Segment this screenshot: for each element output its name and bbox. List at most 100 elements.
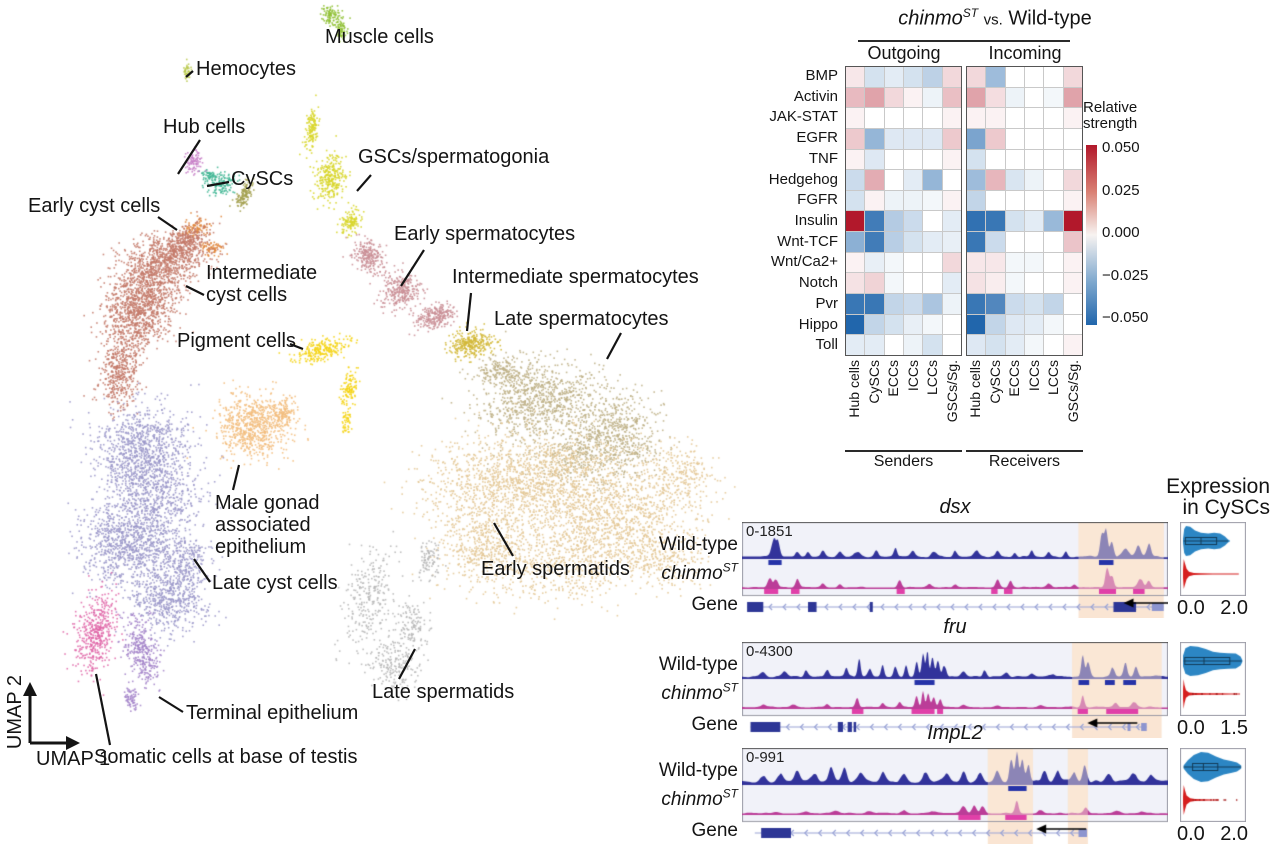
- heatmap-cell: [865, 87, 884, 108]
- heatmap-cell: [1005, 149, 1024, 170]
- heatmap-cell: [884, 252, 903, 273]
- heatmap-cell: [986, 211, 1005, 232]
- heatmap-cell: [942, 67, 961, 87]
- expression-violin-canvas: [1180, 522, 1246, 596]
- heatmap-cell: [1044, 108, 1063, 128]
- track-range-label: 0-991: [746, 749, 785, 766]
- heatmap-cell: [1044, 149, 1063, 170]
- heatmap-cell: [1044, 67, 1063, 87]
- cluster-label-line: Pigment cells: [177, 330, 296, 352]
- heatmap-cell: [967, 190, 986, 211]
- heatmap-row-label: FGFR: [797, 191, 838, 209]
- heatmap-cell: [1005, 294, 1024, 314]
- heatmap-row-label: JAK-STAT: [769, 108, 838, 126]
- heatmap-cell: [986, 108, 1005, 128]
- heatmap-cell: [904, 170, 923, 190]
- gene-track-block-dsx: dsx Wild-type chinmoST Gene 0-1851 0.0 2.0: [640, 494, 1271, 619]
- heatmap-cell: [1025, 211, 1044, 232]
- track-label-wildtype: Wild-type: [658, 534, 738, 555]
- heatmap-panel-outgoing: [845, 66, 962, 356]
- heatmap-panel-incoming: [966, 66, 1083, 356]
- heatmap-cell: [967, 232, 986, 252]
- heatmap-cell: [846, 232, 865, 252]
- heatmap-cell: [1044, 211, 1063, 232]
- track-label-chinmo: chinmoST: [640, 561, 738, 584]
- heatmap-cell: [846, 108, 865, 128]
- heatmap-cell: [865, 294, 884, 314]
- senders-underline: [845, 450, 962, 452]
- cluster-label-line: Male gonad: [215, 492, 320, 514]
- heatmap-cell: [1005, 252, 1024, 273]
- heatmap-col-label: GSCs/Sg.: [943, 360, 960, 423]
- heatmap-cell: [942, 190, 961, 211]
- heatmap-cell: [967, 170, 986, 190]
- heatmap-cell: [904, 108, 923, 128]
- cluster-label-late-cyst-cells: Late cyst cells: [212, 572, 338, 594]
- heatmap-cell: [1005, 273, 1024, 294]
- heatmap-cell: [1063, 87, 1082, 108]
- heatmap-row-labels: BMP Activin JAK-STAT EGFR TNF Hedgehog FGFR Ins…: [745, 66, 842, 356]
- heatmap-row-label: EGFR: [796, 129, 838, 147]
- heatmap-col-label: ECCs: [1006, 360, 1022, 397]
- heatmap-cell: [967, 294, 986, 314]
- cluster-label-pigment-cells: Pigment cells: [177, 330, 296, 352]
- colorbar-label: Relative strength: [1083, 99, 1138, 132]
- heatmap-cell: [942, 149, 961, 170]
- heatmap-cell: [923, 149, 942, 170]
- heatmap-cell: [1025, 149, 1044, 170]
- heatmap-cell: [1063, 190, 1082, 211]
- heatmap-cell: [923, 211, 942, 232]
- heatmap-col-labels-receivers: Hub cells CySCs ECCs ICCs LCCs GSCs/Sg.: [966, 360, 1083, 452]
- receivers-underline: [966, 450, 1083, 452]
- heatmap-cell: [942, 335, 961, 355]
- track-label-chinmo: chinmoST: [640, 787, 738, 810]
- heatmap-cell: [1063, 149, 1082, 170]
- heatmap-cell: [846, 87, 865, 108]
- heatmap-cell: [1005, 128, 1024, 149]
- heatmap-cell: [986, 128, 1005, 149]
- heatmap-cell: [967, 252, 986, 273]
- heatmap-cell: [884, 314, 903, 335]
- heatmap-cell: [1063, 335, 1082, 355]
- heatmap-cell: [1025, 108, 1044, 128]
- heatmap-cell: [1063, 252, 1082, 273]
- track-range-label: 0-1851: [746, 523, 793, 540]
- heatmap-cell: [986, 87, 1005, 108]
- heatmap-cell: [865, 211, 884, 232]
- violin-axis-max: 1.5: [1220, 717, 1248, 739]
- heatmap-cell: [942, 128, 961, 149]
- violin-axis-min: 0.0: [1177, 597, 1205, 619]
- heatmap-cell: [942, 108, 961, 128]
- heatmap-cell: [1063, 170, 1082, 190]
- cluster-label-hub-cells: Hub cells: [163, 116, 245, 138]
- cluster-label-line: Late spermatocytes: [494, 308, 669, 330]
- cluster-label-line: associated: [215, 514, 311, 536]
- heatmap-cell: [884, 335, 903, 355]
- heatmap-cell: [884, 211, 903, 232]
- heatmap-cell: [884, 294, 903, 314]
- heatmap-col-label: ICCs: [904, 360, 921, 392]
- cluster-label-line: Late cyst cells: [212, 572, 338, 594]
- heatmap-cell: [1044, 190, 1063, 211]
- heatmap-title: chinmoST vs. Wild-type: [898, 6, 1092, 30]
- track-label-gene: Gene: [691, 714, 738, 735]
- heatmap-col-label: CySCs: [865, 360, 882, 404]
- expression-violin-canvas: [1180, 748, 1246, 822]
- track-label-gene: Gene: [691, 594, 738, 615]
- heatmap-cell: [904, 211, 923, 232]
- heatmap-row-label: Notch: [798, 274, 838, 292]
- track-label-chinmo: chinmoST: [640, 681, 738, 704]
- cluster-label-line: Somatic cells at base of testis: [94, 746, 358, 768]
- heatmap-cell: [1025, 294, 1044, 314]
- heatmap-cell: [904, 314, 923, 335]
- heatmap-row-label: Hippo: [798, 315, 838, 333]
- heatmap-cell: [967, 314, 986, 335]
- heatmap-cell: [986, 170, 1005, 190]
- heatmap-cell: [986, 273, 1005, 294]
- heatmap-cell: [865, 149, 884, 170]
- umap-y-axis-label: UMAP 2: [4, 674, 26, 750]
- heatmap-col-label: ICCs: [1025, 360, 1042, 392]
- heatmap-cell: [884, 128, 903, 149]
- heatmap-cell: [923, 67, 942, 87]
